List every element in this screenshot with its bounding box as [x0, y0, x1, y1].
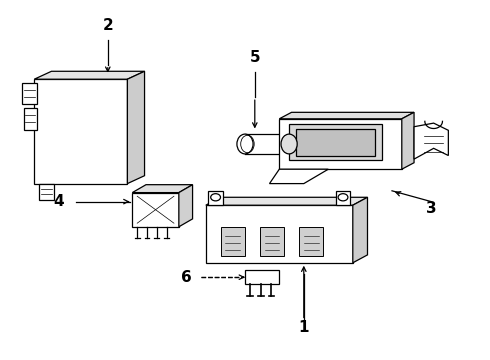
Ellipse shape	[281, 134, 297, 154]
Text: 6: 6	[181, 270, 192, 285]
Polygon shape	[299, 227, 323, 256]
Polygon shape	[353, 197, 368, 263]
Polygon shape	[206, 197, 368, 205]
Polygon shape	[270, 169, 328, 184]
Polygon shape	[414, 123, 448, 159]
Polygon shape	[260, 227, 284, 256]
Text: 2: 2	[102, 18, 113, 33]
Polygon shape	[34, 79, 127, 184]
Polygon shape	[179, 185, 193, 227]
Polygon shape	[34, 71, 145, 79]
Polygon shape	[220, 227, 245, 256]
Polygon shape	[296, 129, 375, 156]
Polygon shape	[206, 205, 353, 263]
Polygon shape	[22, 83, 37, 104]
Polygon shape	[39, 184, 54, 200]
Text: 4: 4	[53, 194, 64, 209]
Text: 3: 3	[426, 201, 437, 216]
Circle shape	[338, 194, 348, 201]
Polygon shape	[245, 134, 289, 154]
Polygon shape	[132, 185, 193, 193]
Polygon shape	[279, 119, 402, 169]
Polygon shape	[245, 270, 279, 284]
Polygon shape	[127, 71, 145, 184]
Text: 5: 5	[249, 50, 260, 65]
Polygon shape	[132, 193, 179, 227]
Polygon shape	[279, 112, 414, 119]
Polygon shape	[24, 108, 37, 130]
Polygon shape	[402, 112, 414, 169]
Polygon shape	[336, 191, 350, 205]
Text: 1: 1	[298, 320, 309, 335]
Polygon shape	[208, 191, 223, 205]
Polygon shape	[289, 124, 382, 160]
Ellipse shape	[237, 134, 253, 154]
Circle shape	[211, 194, 220, 201]
